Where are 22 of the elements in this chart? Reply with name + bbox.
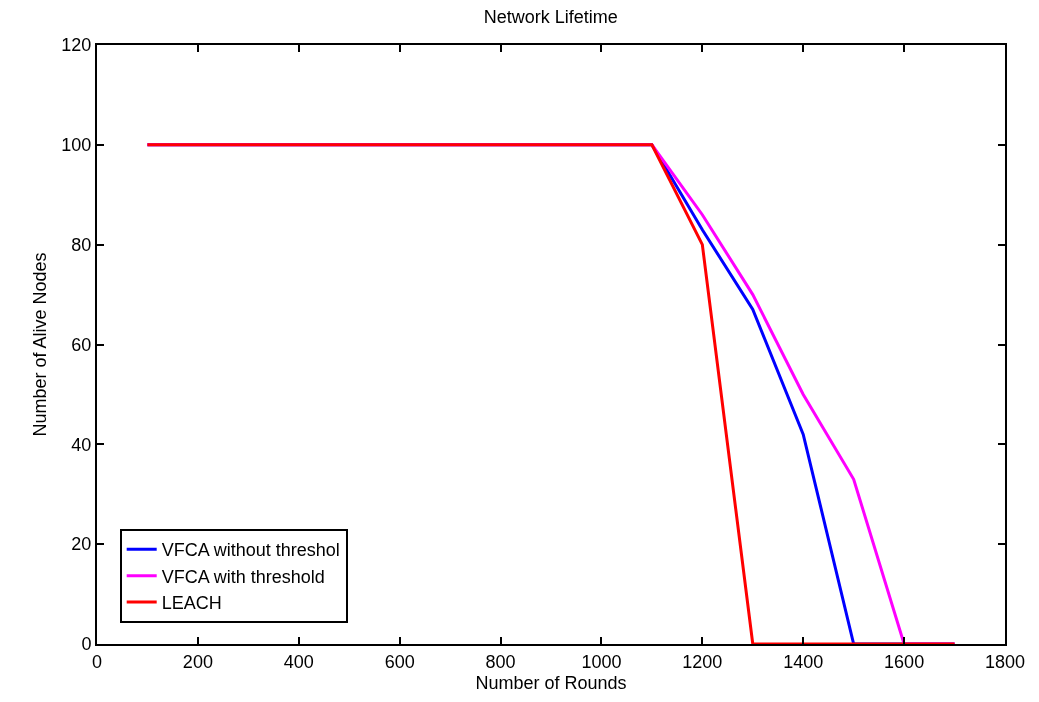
legend-label: VFCA without threshol xyxy=(161,540,340,561)
y-tick-label: 100 xyxy=(61,135,92,156)
x-tick-label: 200 xyxy=(182,651,213,672)
y-tick-label: 120 xyxy=(61,35,92,56)
chart-title: Network Lifetime xyxy=(483,7,618,28)
y-tick-label: 40 xyxy=(71,434,92,455)
x-tick-label: 1600 xyxy=(884,651,925,672)
x-tick-label: 1400 xyxy=(783,651,824,672)
y-tick-label: 20 xyxy=(71,534,92,555)
y-tick-label: 80 xyxy=(71,234,92,255)
x-tick-label: 1200 xyxy=(682,651,723,672)
y-tick-label: 0 xyxy=(81,634,92,655)
x-tick-label: 600 xyxy=(384,651,415,672)
legend-label: LEACH xyxy=(161,593,222,614)
x-tick-label: 1800 xyxy=(984,651,1026,672)
x-tick-label: 800 xyxy=(485,651,516,672)
x-tick-label: 400 xyxy=(283,651,314,672)
x-axis-title: Number of Rounds xyxy=(475,673,627,694)
y-axis-title: Number of Alive Nodes xyxy=(30,252,51,437)
legend-label: VFCA with threshold xyxy=(161,566,325,587)
x-tick-label: 1000 xyxy=(581,651,622,672)
y-tick-label: 60 xyxy=(71,334,92,355)
